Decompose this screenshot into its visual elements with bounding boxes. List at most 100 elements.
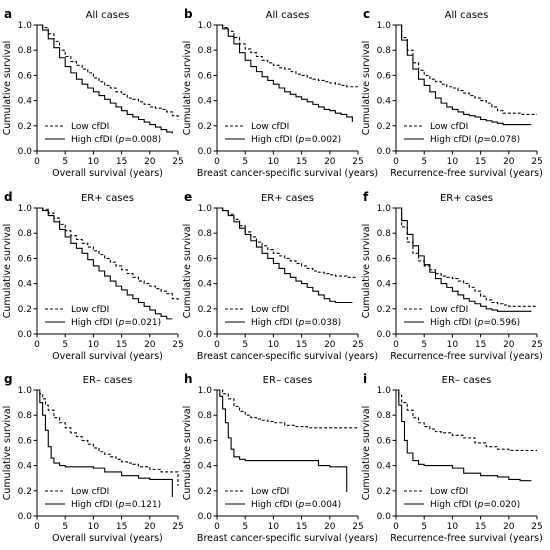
y-tick-label: 0.4: [18, 97, 33, 107]
y-tick-label: 0.4: [18, 280, 33, 290]
x-tick-label: 15: [116, 340, 127, 350]
y-tick-label: 0.2: [198, 487, 212, 497]
y-tick-label: 1.0: [18, 204, 33, 214]
axes-frame: [395, 208, 537, 335]
legend-label: Low cfDI: [430, 305, 468, 315]
y-axis-label: Cumulative survival: [361, 224, 372, 318]
x-tick-label: 0: [393, 522, 399, 532]
y-axis-label: Cumulative survival: [2, 406, 13, 500]
y-axis-label: Cumulative survival: [182, 224, 193, 318]
legend-label: Low cfDI: [71, 122, 109, 132]
x-tick-label: 15: [475, 522, 486, 532]
panel-d: d ER+ cases 0 5 10 15 20 25 0.0 0.2 0.4 0.6 0.8 1.0 Ov…: [2, 190, 184, 362]
y-tick-label: 0.0: [198, 147, 213, 157]
high-cfdi-curve: [396, 207, 532, 312]
y-tick-label: 1.0: [198, 386, 213, 396]
x-tick-label: 5: [62, 522, 68, 532]
x-tick-label: 20: [144, 340, 156, 350]
x-tick-label: 15: [116, 522, 127, 532]
axes-frame: [395, 390, 537, 517]
y-tick-label: 0.2: [18, 487, 32, 497]
x-tick-label: 20: [503, 157, 515, 167]
y-tick-label: 0.2: [198, 305, 212, 315]
panel-title: ER– cases: [442, 375, 492, 386]
panel-title: ER– cases: [83, 375, 133, 386]
y-axis-label: Cumulative survival: [361, 41, 372, 135]
panel-letter: i: [363, 372, 367, 386]
y-axis-label: Cumulative survival: [2, 224, 13, 318]
y-tick-label: 0.6: [198, 436, 213, 446]
x-tick-label: 10: [268, 340, 280, 350]
y-axis-label: Cumulative survival: [182, 41, 193, 135]
y-tick-label: 0.8: [377, 229, 392, 239]
x-tick-label: 5: [62, 340, 68, 350]
y-tick-label: 0.8: [198, 46, 213, 56]
y-tick-label: 0.0: [198, 512, 213, 522]
y-tick-label: 0.8: [198, 229, 213, 239]
x-tick-label: 20: [503, 522, 515, 532]
y-axis-label: Cumulative survival: [2, 41, 13, 135]
y-tick-label: 0.6: [18, 254, 33, 264]
legend-label: Low cfDI: [71, 305, 109, 315]
x-tick-label: 10: [88, 340, 100, 350]
y-tick-label: 0.4: [377, 462, 392, 472]
y-tick-label: 0.8: [377, 46, 392, 56]
y-tick-label: 0.2: [18, 305, 32, 315]
x-tick-label: 0: [214, 340, 220, 350]
axes-frame: [36, 208, 178, 335]
panel-e: e ER+ cases 0 5 10 15 20 25 0.0 0.2 0.4 0.6 0.8 1.0 Br…: [182, 190, 378, 362]
legend-label: High cfDI (p=0.004): [251, 500, 341, 510]
panel-letter: b: [184, 7, 193, 21]
y-tick-label: 1.0: [198, 204, 213, 214]
y-tick-label: 0.6: [198, 254, 213, 264]
legend-label: High cfDI (p=0.078): [430, 135, 520, 145]
panel-letter: e: [184, 190, 192, 204]
y-tick-label: 0.8: [18, 411, 33, 421]
axes-frame: [395, 25, 537, 152]
x-tick-label: 20: [324, 340, 336, 350]
x-tick-label: 5: [421, 522, 427, 532]
x-tick-label: 15: [296, 157, 307, 167]
low-cfdi-curve: [217, 24, 358, 88]
high-cfdi-curve: [217, 24, 353, 123]
x-tick-label: 0: [393, 157, 399, 167]
legend-label: High cfDI (p=0.008): [71, 135, 161, 145]
y-tick-label: 1.0: [18, 386, 33, 396]
panel-g: g ER– cases 0 5 10 15 20 25 0.0 0.2 0.4 0.6 0.8 1.0 Ov…: [2, 372, 184, 544]
x-tick-label: 10: [268, 157, 280, 167]
x-tick-label: 25: [172, 522, 183, 532]
panel-title: ER– cases: [263, 375, 313, 386]
panel-letter: h: [184, 372, 193, 386]
y-tick-label: 1.0: [198, 21, 213, 31]
legend-label: Low cfDI: [430, 487, 468, 497]
legend-label: Low cfDI: [71, 487, 109, 497]
panel-title: ER+ cases: [440, 193, 493, 204]
x-tick-label: 5: [421, 157, 427, 167]
x-axis-label: Recurrence-free survival (years): [390, 351, 543, 362]
y-tick-label: 0.8: [198, 411, 213, 421]
x-tick-label: 25: [352, 340, 363, 350]
x-tick-label: 15: [296, 522, 307, 532]
axes-frame: [216, 390, 358, 517]
y-tick-label: 0.4: [198, 462, 213, 472]
high-cfdi-curve: [217, 207, 353, 304]
x-tick-label: 15: [296, 340, 307, 350]
x-axis-label: Breast cancer-specific survival (years): [197, 168, 378, 179]
panel-letter: f: [363, 190, 369, 204]
x-tick-label: 10: [447, 340, 459, 350]
x-tick-label: 25: [531, 157, 542, 167]
low-cfdi-curve: [217, 207, 358, 278]
x-axis-label: Recurrence-free survival (years): [390, 168, 543, 179]
y-tick-label: 0.6: [377, 71, 392, 81]
y-tick-label: 0.4: [377, 280, 392, 290]
y-axis-label: Cumulative survival: [182, 406, 193, 500]
high-cfdi-curve: [217, 389, 348, 493]
legend-label: High cfDI (p=0.596): [430, 318, 520, 328]
high-cfdi-curve: [396, 24, 532, 126]
x-tick-label: 10: [268, 522, 280, 532]
y-tick-label: 1.0: [377, 204, 392, 214]
panel-title: ER+ cases: [261, 193, 314, 204]
y-tick-label: 0.8: [18, 229, 33, 239]
x-tick-label: 25: [172, 340, 183, 350]
x-tick-label: 25: [352, 522, 363, 532]
